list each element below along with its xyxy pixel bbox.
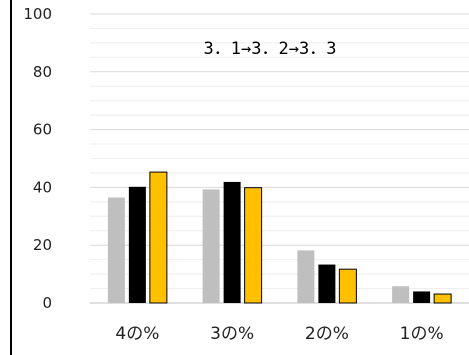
y-tick-label: 20 [33, 236, 52, 254]
y-axis-ticks: 0 20 40 60 80 100 [23, 5, 52, 312]
y-tick-label: 100 [23, 5, 52, 23]
gridlines [90, 13, 469, 304]
bars [107, 171, 452, 304]
chart-title: 3．1→3．2→3．3 [204, 39, 337, 59]
bar-series-1-3 [297, 250, 315, 303]
bar-series-2-2 [223, 181, 241, 303]
bar-series-2-4 [413, 291, 431, 303]
bar-series-3-4 [433, 293, 452, 304]
bar-series-1-2 [202, 189, 220, 303]
bar-series-2-3 [318, 264, 336, 303]
category-label: 4の% [115, 324, 159, 344]
bar-series-1-1 [107, 197, 125, 303]
bar-series-3-2 [244, 187, 263, 304]
y-tick-label: 0 [42, 294, 52, 312]
bar-series-3-1 [149, 171, 168, 304]
bar-series-2-1 [128, 186, 146, 303]
category-label: 1の% [400, 324, 444, 344]
category-label: 3の% [210, 324, 254, 344]
category-label: 2の% [305, 324, 349, 344]
bar-series-3-3 [338, 268, 357, 304]
y-tick-label: 80 [33, 63, 52, 81]
left-border-line [10, 0, 12, 355]
y-tick-label: 40 [33, 178, 52, 196]
x-axis-categories: 4の% 3の% 2の% 1の% [115, 324, 443, 344]
y-tick-label: 60 [33, 121, 52, 139]
bar-series-1-4 [392, 286, 410, 303]
